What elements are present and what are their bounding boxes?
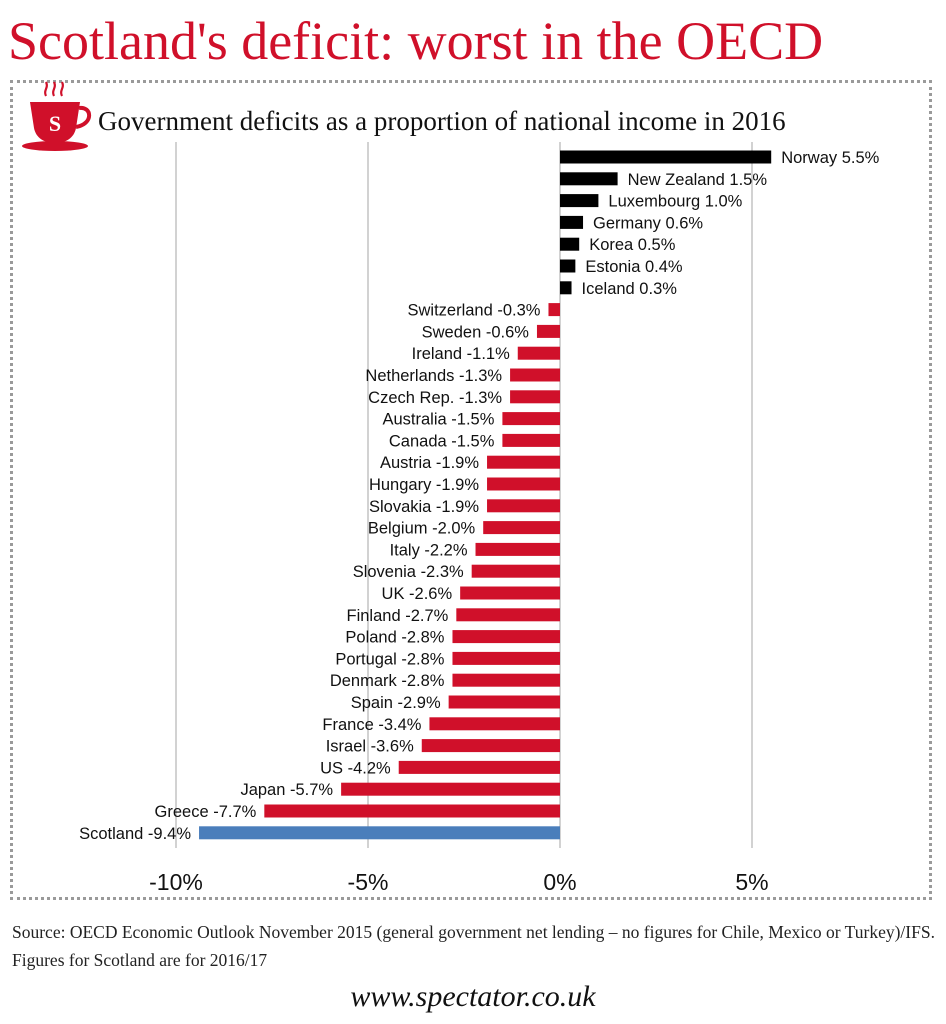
bar <box>502 412 560 426</box>
bar-label: Denmark -2.8% <box>330 672 445 690</box>
bar-labels: Norway 5.5% New Zealand 1.5% Luxembourg 1.… <box>79 149 880 843</box>
page-title: Scotland's deficit: worst in the OECD <box>8 11 824 71</box>
bar-label: Germany 0.6% <box>593 214 703 232</box>
bar-label: UK -2.6% <box>382 585 453 603</box>
bar-label: Finland -2.7% <box>347 607 449 625</box>
bars <box>199 150 772 840</box>
bar <box>560 194 599 208</box>
bar-label: Hungary -1.9% <box>369 476 479 494</box>
bar-label: US -4.2% <box>320 759 391 777</box>
bar-label: Netherlands -1.3% <box>365 367 502 385</box>
bar-label: Norway 5.5% <box>781 149 879 167</box>
bar-label: France -3.4% <box>322 716 421 734</box>
bar <box>460 586 560 600</box>
bar <box>471 564 560 578</box>
bar-label: Czech Rep. -1.3% <box>368 389 502 407</box>
bar-label: Israel -3.6% <box>326 738 414 756</box>
bar <box>560 150 772 164</box>
website-url[interactable]: www.spectator.co.uk <box>350 980 596 1013</box>
bar <box>199 826 561 840</box>
bar <box>502 433 560 447</box>
bar <box>517 346 560 360</box>
x-tick-label: -10% <box>149 869 203 895</box>
bar <box>560 259 576 273</box>
bar <box>475 542 560 556</box>
bar <box>548 303 560 317</box>
bar <box>483 521 560 535</box>
bar-label: Scotland -9.4% <box>79 825 191 843</box>
bar <box>536 324 560 338</box>
bar-label: Italy -2.2% <box>390 541 468 559</box>
bar-label: Japan -5.7% <box>240 781 333 799</box>
bar-label: Slovakia -1.9% <box>369 498 479 516</box>
source-note: Source: OECD Economic Outlook November 2… <box>12 922 935 970</box>
bar-label: Poland -2.8% <box>345 629 444 647</box>
bar <box>341 782 560 796</box>
spectator-teacup-icon: S <box>22 81 92 151</box>
bar-label: Spain -2.9% <box>351 694 441 712</box>
chart-subtitle: Government deficits as a proportion of n… <box>98 106 786 136</box>
bar <box>264 804 560 818</box>
bar <box>421 739 560 753</box>
bar <box>429 717 560 731</box>
bar <box>452 673 560 687</box>
bar <box>452 630 560 644</box>
deficit-bar-chart: S Government deficits as a proportion of… <box>22 81 880 895</box>
bar <box>456 608 560 622</box>
bar <box>398 760 560 774</box>
bar-label: Sweden -0.6% <box>422 323 530 341</box>
bar <box>510 390 560 404</box>
x-axis-ticks: -10% -5% 0% 5% <box>149 869 768 895</box>
bar <box>452 651 560 665</box>
bar-label: Australia -1.5% <box>383 411 495 429</box>
bar-label: Belgium -2.0% <box>368 520 476 538</box>
bar <box>487 499 560 513</box>
bar-label: Portugal -2.8% <box>335 650 444 668</box>
bar-label: Austria -1.9% <box>380 454 479 472</box>
bar-label: Switzerland -0.3% <box>407 302 540 320</box>
bar <box>510 368 560 382</box>
bar-label: Korea 0.5% <box>589 236 676 254</box>
bar-label: Canada -1.5% <box>389 432 495 450</box>
bar-label: New Zealand 1.5% <box>628 171 768 189</box>
x-tick-label: 0% <box>543 869 576 895</box>
chart-frame <box>10 80 932 900</box>
bar <box>560 237 580 251</box>
bar-label: Greece -7.7% <box>155 803 257 821</box>
bar-label: Ireland -1.1% <box>412 345 510 363</box>
x-tick-label: -5% <box>348 869 389 895</box>
bar <box>560 172 618 186</box>
bar <box>487 455 560 469</box>
bar-label: Iceland 0.3% <box>582 280 678 298</box>
bar-label: Slovenia -2.3% <box>353 563 464 581</box>
bar-label: Luxembourg 1.0% <box>608 193 742 211</box>
bar <box>487 477 560 491</box>
bar <box>560 215 584 229</box>
bar <box>448 695 560 709</box>
bar <box>560 281 572 295</box>
bar-label: Estonia 0.4% <box>585 258 683 276</box>
x-tick-label: 5% <box>735 869 768 895</box>
logo-letter: S <box>49 111 61 136</box>
